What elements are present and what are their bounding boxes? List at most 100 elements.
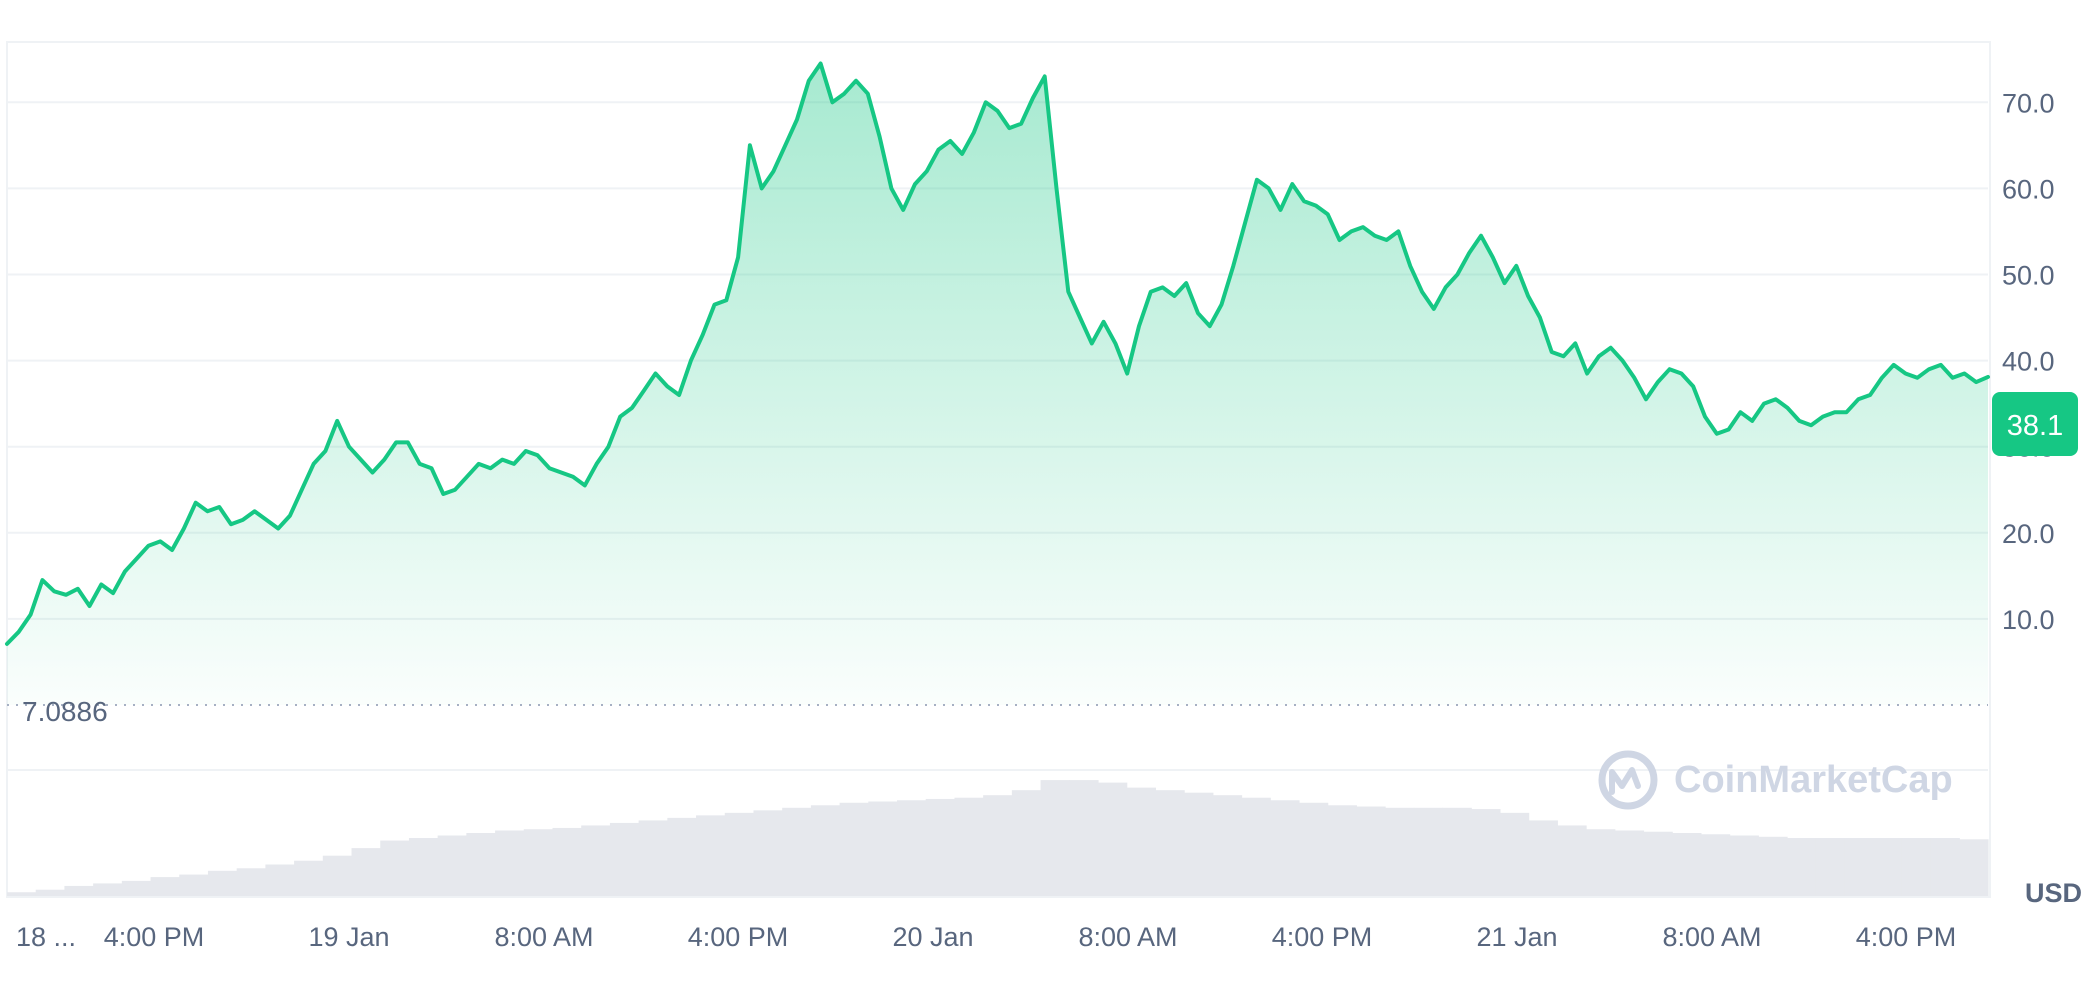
baseline-price-label: 7.0886 xyxy=(22,696,108,727)
volume-bar xyxy=(7,892,37,896)
volume-bar xyxy=(753,810,783,896)
x-tick-label: 8:00 AM xyxy=(494,922,593,952)
volume-bar xyxy=(1356,806,1386,896)
volume-bar xyxy=(1499,812,1530,896)
volume-bar xyxy=(380,840,410,896)
x-tick-label: 20 Jan xyxy=(892,922,973,952)
volume-bar xyxy=(1586,829,1616,896)
volume-bar xyxy=(1069,780,1099,896)
volume-bar xyxy=(696,815,726,896)
volume-bar xyxy=(1614,830,1645,896)
volume-bar xyxy=(351,848,381,896)
volume-bar xyxy=(1787,838,1817,896)
y-tick-label: 20.0 xyxy=(2002,519,2055,549)
x-tick-label: 4:00 PM xyxy=(688,922,789,952)
currency-label: USD xyxy=(2025,878,2082,908)
volume-bar xyxy=(93,883,123,896)
y-tick-label: 40.0 xyxy=(2002,347,2055,377)
volume-bar xyxy=(121,880,152,896)
plot-frame xyxy=(6,41,1991,898)
volume-bar xyxy=(150,877,180,896)
x-tick-label: 18 ... xyxy=(16,922,76,952)
volume-bar xyxy=(839,802,869,896)
volume-bar xyxy=(1270,800,1300,896)
volume-bar xyxy=(1557,825,1587,896)
y-tick-label: 10.0 xyxy=(2002,605,2055,635)
volume-bar xyxy=(523,829,554,896)
volume-bar xyxy=(35,889,66,896)
x-tick-label: 4:00 PM xyxy=(1856,922,1957,952)
price-area xyxy=(7,63,1988,705)
volume-bar xyxy=(1643,831,1673,896)
volume-bar xyxy=(1126,787,1157,896)
volume-bar xyxy=(667,817,697,896)
volume-bar xyxy=(1212,795,1243,896)
volume-bar xyxy=(782,807,812,896)
volume-bar xyxy=(408,838,439,896)
volume-bar xyxy=(1155,790,1185,896)
volume-bar xyxy=(1959,839,1989,896)
volume-bar xyxy=(322,855,353,896)
volume-bar xyxy=(552,827,582,896)
volume-bar xyxy=(1097,782,1128,896)
volume-bar xyxy=(925,798,956,896)
volume-bar xyxy=(1901,838,1932,896)
coinmarketcap-logo-icon xyxy=(1598,750,1658,810)
volume-bar xyxy=(64,885,94,896)
volume-bar xyxy=(1758,836,1788,896)
volume-bar xyxy=(265,864,295,896)
x-tick-label: 8:00 AM xyxy=(1662,922,1761,952)
volume-bar xyxy=(1298,802,1329,896)
y-tick-label: 60.0 xyxy=(2002,174,2055,204)
price-area-fill xyxy=(7,63,1988,705)
watermark: CoinMarketCap xyxy=(1598,750,1953,810)
volume-bar xyxy=(1184,792,1214,896)
volume-bar xyxy=(897,800,927,896)
x-tick-label: 4:00 PM xyxy=(104,922,205,952)
x-tick-label: 4:00 PM xyxy=(1272,922,1373,952)
volume-bar xyxy=(207,870,238,896)
volume-bar xyxy=(1873,838,1903,896)
price-series-line xyxy=(5,61,1990,646)
volume-bar xyxy=(437,835,467,896)
volume-bar xyxy=(1729,835,1759,896)
volume-bar xyxy=(1471,809,1501,896)
x-axis-ticks: 18 ... 4:00 PM 19 Jan 8:00 AM 4:00 PM 20 Jan 8… xyxy=(16,922,1956,952)
volume-bar xyxy=(1930,838,1960,896)
volume-bar xyxy=(1385,807,1415,896)
volume-bar xyxy=(1528,820,1558,896)
x-tick-label: 21 Jan xyxy=(1476,922,1557,952)
current-price-label: 38.1 xyxy=(2007,410,2063,442)
volume-bar xyxy=(495,830,525,896)
volume-bar xyxy=(581,825,611,896)
y-axis-ticks: 10.020.030.040.050.060.070.0 xyxy=(2002,88,2055,635)
y-tick-label: 50.0 xyxy=(2002,260,2055,290)
volume-bar xyxy=(466,833,496,896)
price-line xyxy=(5,61,1990,646)
volume-bar xyxy=(810,805,841,896)
volume-bar xyxy=(294,860,324,896)
volume-bars xyxy=(7,780,1989,896)
volume-bar xyxy=(724,812,755,896)
volume-bar xyxy=(1700,834,1731,896)
volume-bar xyxy=(1672,833,1702,896)
volume-bar xyxy=(236,868,266,896)
volume-bar xyxy=(868,801,898,896)
watermark-text: CoinMarketCap xyxy=(1674,759,1953,801)
volume-bar xyxy=(1241,797,1271,896)
volume-bar xyxy=(954,797,984,896)
volume-bar xyxy=(609,822,640,896)
volume-bar xyxy=(1327,805,1357,896)
current-price-badge: 38.1 xyxy=(1992,392,2078,456)
volume-bar xyxy=(1815,838,1846,896)
x-tick-label: 19 Jan xyxy=(308,922,389,952)
y-tick-label: 70.0 xyxy=(2002,88,2055,118)
volume-bar xyxy=(1011,790,1042,896)
volume-bar xyxy=(983,795,1013,896)
volume-bar xyxy=(179,874,209,896)
volume-bar xyxy=(638,820,668,896)
x-tick-label: 8:00 AM xyxy=(1078,922,1177,952)
volume-bar xyxy=(1040,780,1070,896)
volume-bar xyxy=(1442,807,1472,896)
